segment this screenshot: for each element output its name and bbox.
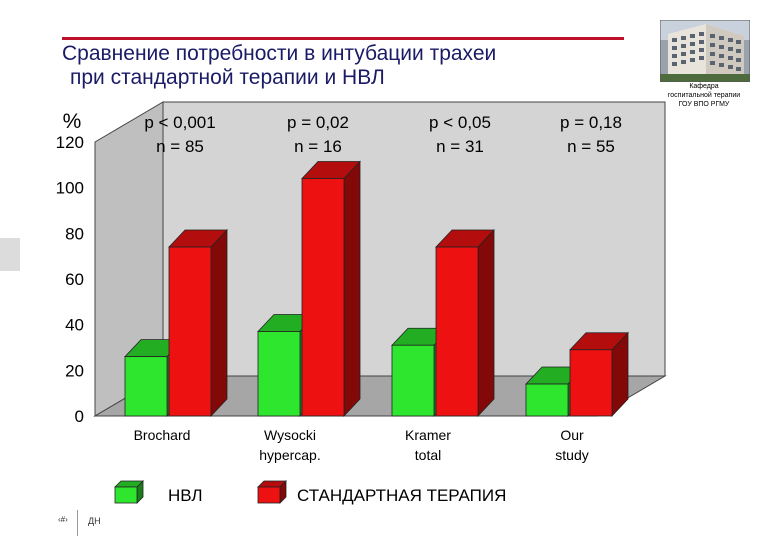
logo-caption-line: госпитальной терапии <box>667 92 741 99</box>
logo-caption-line: ГОУ ВПО РГМУ <box>678 101 730 108</box>
y-tick-label: 0 <box>75 407 84 426</box>
category-label: Kramer <box>405 427 451 443</box>
building-logo <box>660 20 750 82</box>
legend-swatch <box>114 486 138 504</box>
annotation-label: p < 0,05 <box>429 113 491 132</box>
annotation-label: n = 31 <box>436 137 484 156</box>
logo-caption-line: Кафедра <box>689 83 719 90</box>
category-label: Brochard <box>134 427 191 443</box>
chart-legend: НВЛ СТАНДАРТНАЯ ТЕРАПИЯ <box>114 480 506 505</box>
y-tick-label: 80 <box>65 224 84 243</box>
y-tick-label: 20 <box>65 361 84 380</box>
footer-text: ДН <box>88 516 101 526</box>
slide-title: Сравнение потребности в интубации трахеи… <box>62 42 662 90</box>
annotation-label: p = 0,18 <box>560 113 622 132</box>
footer-divider <box>77 510 78 536</box>
chart-walls <box>93 101 667 417</box>
y-tick-label: 100 <box>56 179 84 198</box>
legend-label: СТАНДАРТНАЯ ТЕРАПИЯ <box>297 486 506 505</box>
logo-caption: Кафедра госпитальной терапии ГОУ ВПО РГМ… <box>652 82 756 109</box>
legend-item: НВЛ <box>114 480 203 505</box>
slide-number: ‹#› <box>58 515 68 524</box>
bar-standard <box>168 229 228 418</box>
annotation-label: p < 0,001 <box>144 113 215 132</box>
legend-label: НВЛ <box>168 486 203 505</box>
title-line-2: при стандартной терапии и НВЛ <box>70 66 385 89</box>
y-tick-label: 60 <box>65 270 84 289</box>
building-logo-image <box>660 20 750 82</box>
title-rule <box>62 37 624 40</box>
y-tick-label: 120 <box>56 133 84 152</box>
legend-swatch <box>257 486 281 504</box>
y-axis-label: % <box>63 110 82 133</box>
bar-standard <box>569 331 629 418</box>
bar-standard <box>301 160 361 418</box>
chart-annotations: p < 0,001 n = 85 p = 0,02 n = 16 p < 0,05 n =… <box>144 113 622 156</box>
left-edge-tab <box>0 238 20 271</box>
x-axis-labels: Brochard Wysocki hypercap. Kramer total Our st… <box>134 427 589 463</box>
annotation-label: p = 0,02 <box>287 113 349 132</box>
chart-bars <box>124 160 629 418</box>
title-line-1: Сравнение потребности в интубации трахеи <box>62 42 497 65</box>
category-label: total <box>415 447 441 463</box>
bar-standard <box>435 229 495 418</box>
category-label: Wysocki <box>264 427 316 443</box>
category-label: Our <box>560 427 584 443</box>
y-axis: 0 20 40 60 80 100 120% <box>56 110 84 426</box>
annotation-label: n = 16 <box>294 137 342 156</box>
annotation-label: n = 55 <box>567 137 615 156</box>
annotation-label: n = 85 <box>156 137 204 156</box>
legend-item: СТАНДАРТНАЯ ТЕРАПИЯ <box>257 480 506 505</box>
y-tick-label: 40 <box>65 316 84 335</box>
category-label: study <box>555 447 588 463</box>
category-label: hypercap. <box>259 447 320 463</box>
